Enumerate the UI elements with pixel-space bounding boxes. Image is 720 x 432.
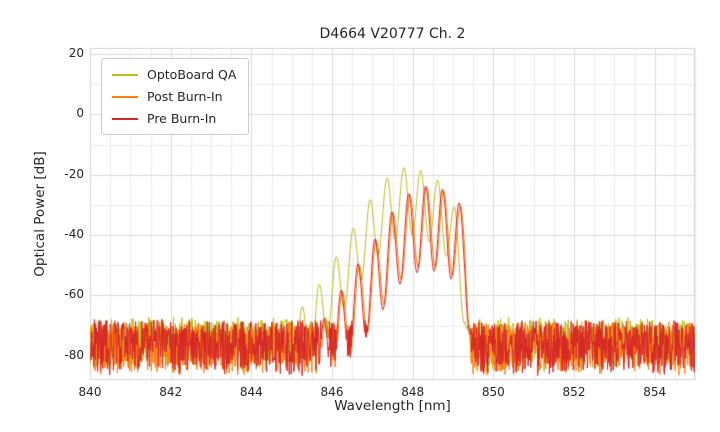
y-tick-label: -60 <box>64 287 84 302</box>
x-tick-label: 850 <box>481 385 505 399</box>
legend-label-post-burn-in: Post Burn-In <box>147 89 223 104</box>
legend-line-post-burn-in-icon <box>112 95 138 98</box>
x-axis-label: Wavelength [nm] <box>334 398 451 414</box>
legend: OptoBoard QA Post Burn-In Pre Burn-In <box>101 58 250 135</box>
x-tick-label: 844 <box>239 385 263 399</box>
legend-label-optoboard-qa: OptoBoard QA <box>147 67 237 82</box>
legend-line-optoboard-qa-icon <box>112 73 138 76</box>
legend-label-pre-burn-in: Pre Burn-In <box>147 111 217 126</box>
x-tick-label: 840 <box>78 385 102 399</box>
legend-item-pre-burn-in: Pre Burn-In <box>112 111 236 126</box>
x-tick-label: 846 <box>320 385 344 399</box>
legend-line-pre-burn-in-icon <box>112 117 138 120</box>
x-tick-label: 848 <box>401 385 425 399</box>
y-tick-label: 0 <box>76 106 84 121</box>
x-tick-label: 852 <box>562 385 586 399</box>
y-tick-label: -40 <box>64 227 84 242</box>
x-tick-label: 854 <box>643 385 667 399</box>
y-tick-label: -20 <box>64 166 84 181</box>
chart-title: D4664 V20777 Ch. 2 <box>319 26 466 42</box>
x-tick-label: 842 <box>159 385 183 399</box>
legend-item-optoboard-qa: OptoBoard QA <box>112 67 236 82</box>
y-tick-label: 20 <box>68 46 84 61</box>
y-tick-label: -80 <box>64 347 84 362</box>
legend-item-post-burn-in: Post Burn-In <box>112 89 236 104</box>
